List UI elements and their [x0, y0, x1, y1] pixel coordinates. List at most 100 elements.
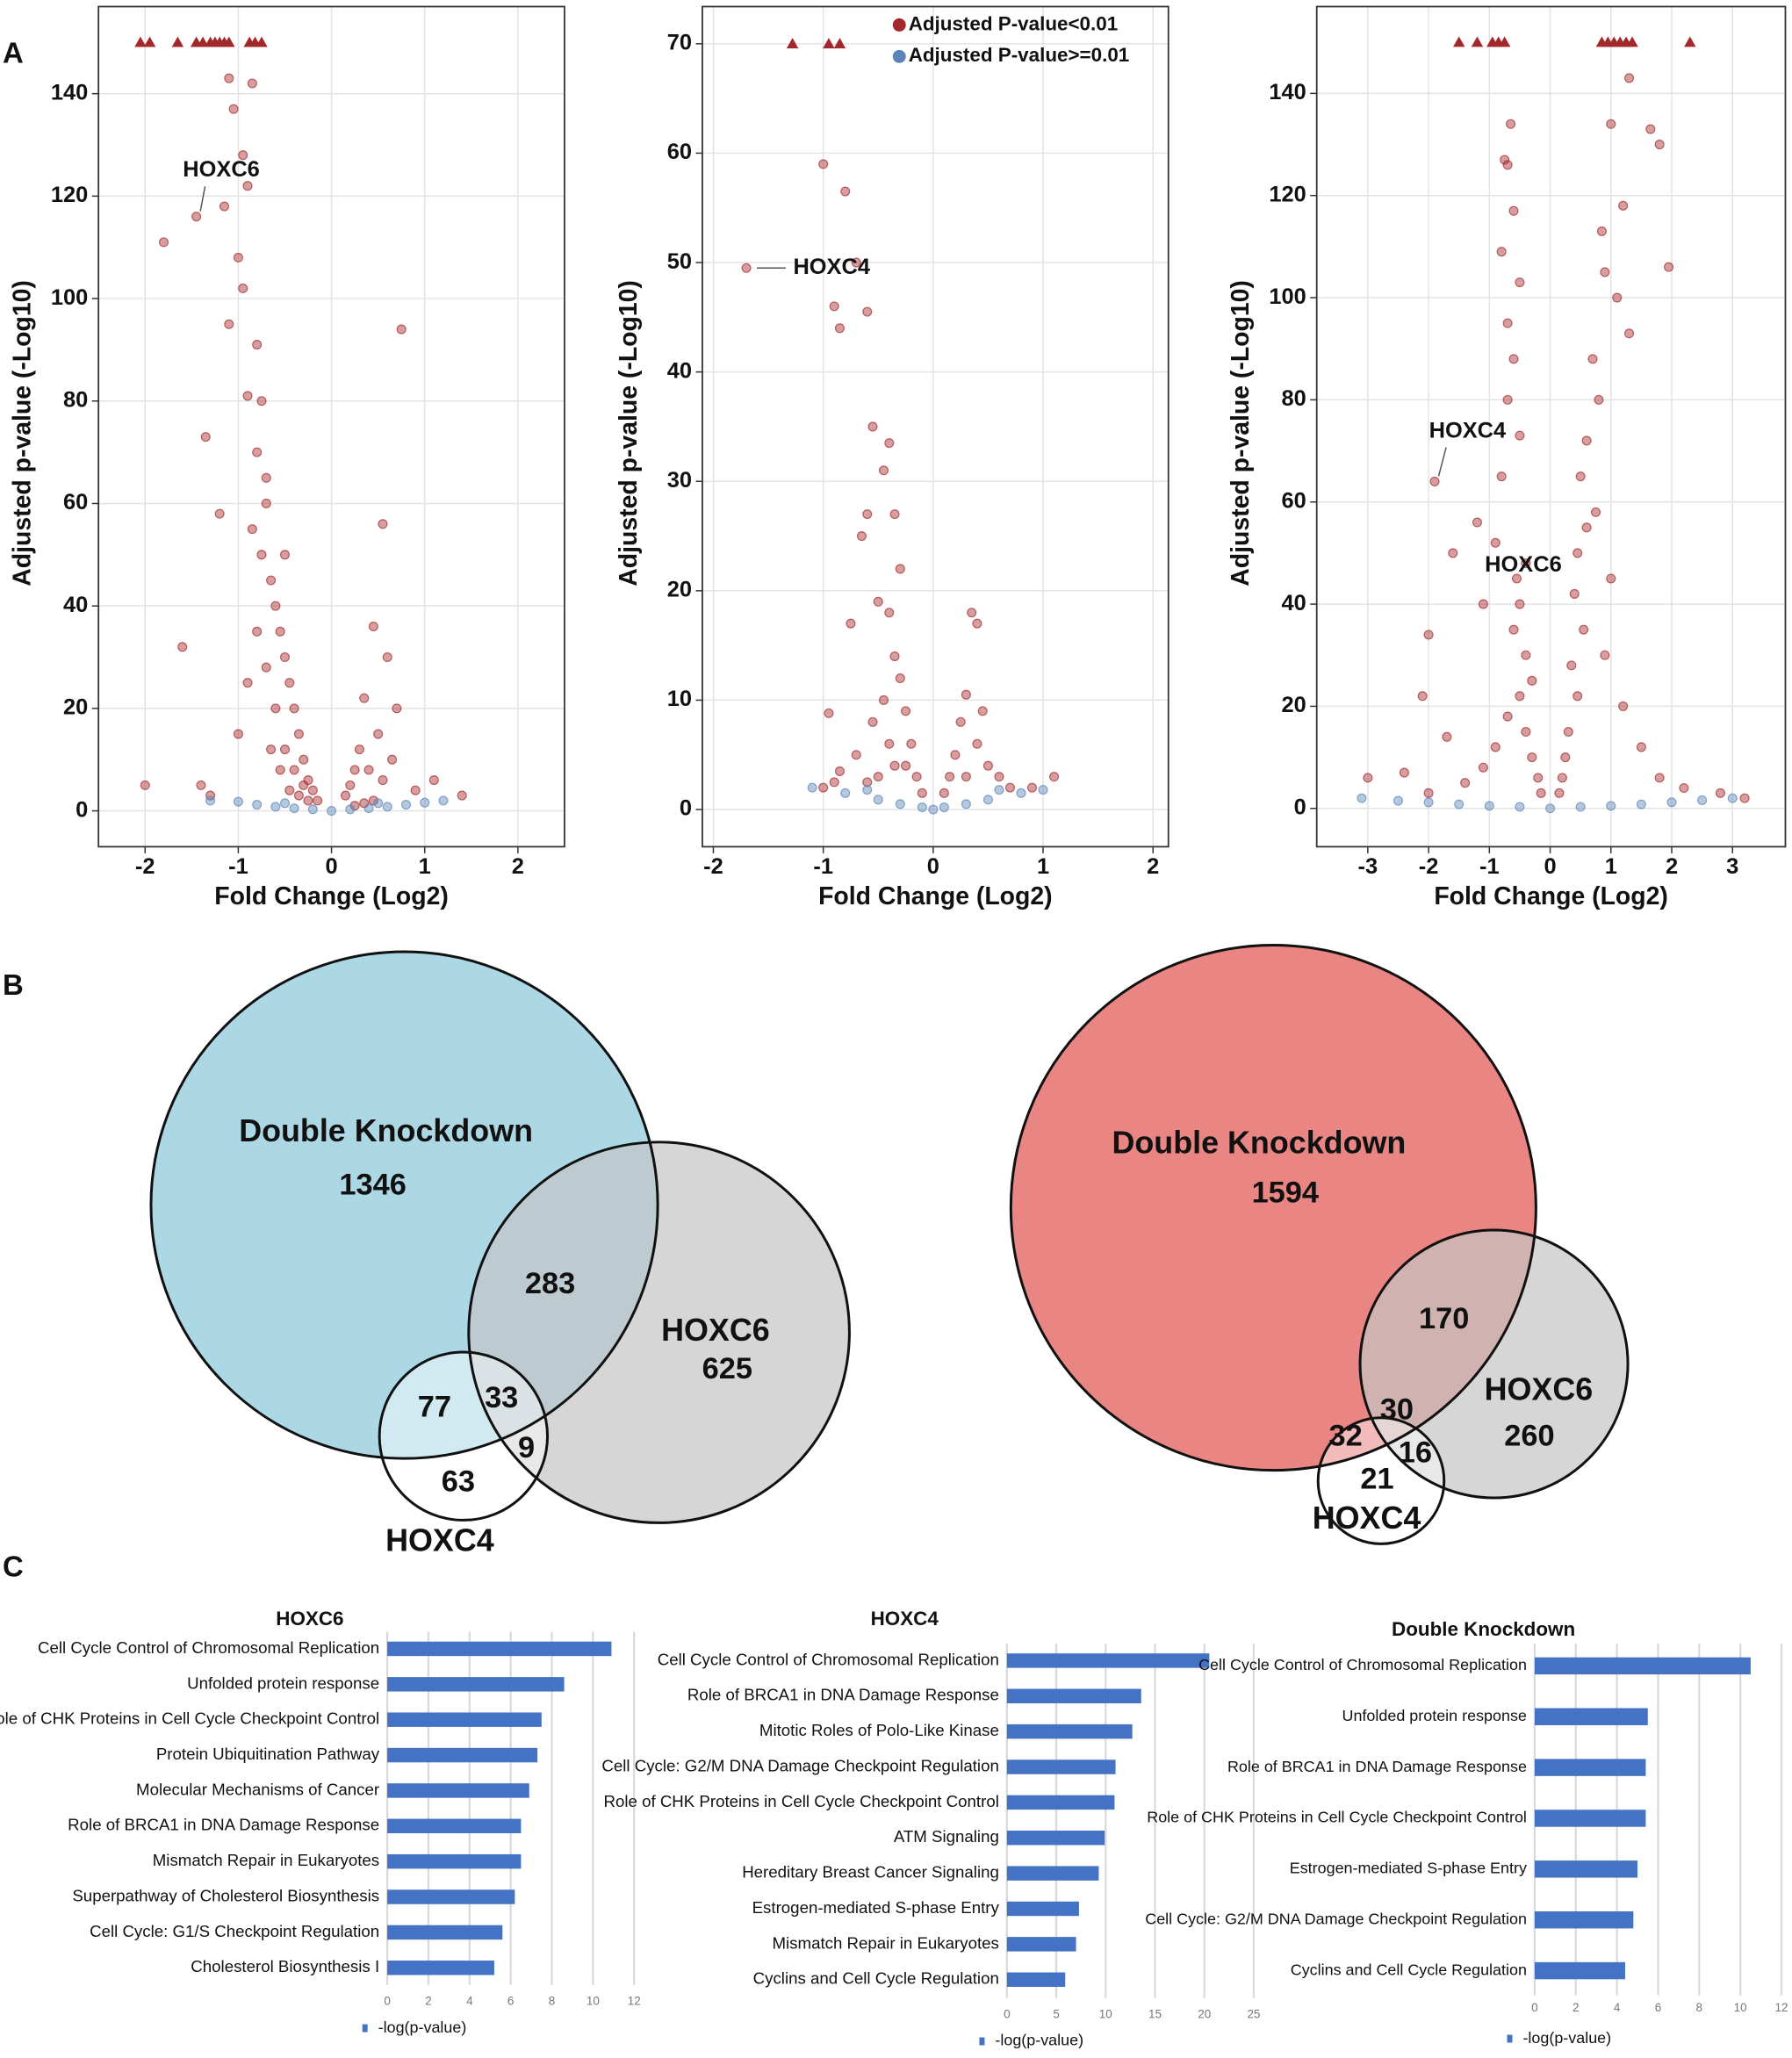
- venn-outline: [378, 1350, 550, 1522]
- capped-point: [1626, 36, 1638, 47]
- point: [247, 524, 257, 535]
- category-label: ATM Signaling: [894, 1827, 999, 1846]
- capped-point: [223, 36, 235, 47]
- plot-border: [702, 5, 1169, 848]
- venn-region-count: 21: [1360, 1463, 1393, 1496]
- point: [1496, 471, 1507, 482]
- point: [400, 800, 412, 810]
- point: [1654, 773, 1665, 783]
- point: [252, 447, 263, 457]
- point: [158, 237, 169, 248]
- point: [1038, 785, 1048, 795]
- point: [289, 703, 299, 714]
- point: [242, 181, 253, 191]
- point: [1508, 205, 1519, 216]
- point: [233, 252, 243, 263]
- point: [373, 729, 384, 739]
- x-tick-label: 1: [1037, 854, 1049, 879]
- capped-point: [143, 36, 156, 47]
- point: [1442, 731, 1452, 742]
- point: [873, 772, 883, 782]
- bar: [387, 1677, 565, 1692]
- point: [382, 802, 392, 812]
- point: [382, 651, 392, 663]
- point: [1727, 793, 1738, 803]
- point: [1575, 471, 1586, 482]
- point: [994, 772, 1004, 782]
- bar: [1534, 1910, 1634, 1929]
- point: [293, 790, 304, 801]
- bar: [387, 1747, 538, 1763]
- point: [1502, 160, 1513, 170]
- point: [945, 772, 955, 782]
- point: [807, 782, 817, 793]
- point: [392, 703, 402, 714]
- point: [289, 765, 299, 775]
- point: [340, 790, 351, 801]
- y-axis-title: Adjusted p-value (-Log10): [615, 280, 643, 586]
- point: [846, 618, 856, 629]
- capped-point: [1471, 36, 1484, 47]
- point: [1521, 650, 1531, 660]
- venn-region-count: 30: [1380, 1392, 1414, 1426]
- point: [856, 531, 867, 542]
- point: [252, 800, 263, 810]
- point: [1590, 507, 1601, 517]
- x-tick-label: 3: [1726, 854, 1738, 879]
- point: [299, 780, 309, 790]
- category-label: Mismatch Repair in Eukaryotes: [153, 1851, 379, 1869]
- point: [1666, 797, 1677, 808]
- x-tick-label: -3: [1358, 854, 1378, 879]
- point: [1579, 624, 1589, 635]
- point: [279, 651, 291, 663]
- venn-set-label: Double Knockdown: [239, 1113, 533, 1148]
- bar: [387, 1783, 529, 1798]
- point: [378, 775, 388, 786]
- x-axis-title: Fold Change (Log2): [1434, 882, 1668, 910]
- x-tick-label: -2: [135, 854, 155, 879]
- y-tick-label: 80: [63, 387, 88, 412]
- point: [410, 785, 421, 795]
- point: [270, 601, 281, 611]
- venn-region-count: 625: [702, 1352, 752, 1385]
- y-tick-label: 10: [667, 687, 692, 711]
- point: [363, 803, 374, 814]
- venn-set-label: Double Knockdown: [1112, 1125, 1407, 1160]
- point: [233, 796, 243, 807]
- x-tick-label: -1: [228, 854, 248, 879]
- point: [1484, 801, 1494, 811]
- x-tick-label: 6: [1655, 2001, 1661, 2014]
- point: [1423, 788, 1434, 798]
- point: [140, 780, 150, 790]
- bar: [1006, 1937, 1076, 1952]
- point: [977, 706, 988, 716]
- category-label: Mitotic Roles of Polo-Like Kinase: [759, 1721, 999, 1739]
- category-label: Unfolded protein response: [1342, 1707, 1527, 1724]
- point: [368, 621, 378, 632]
- point: [396, 324, 407, 335]
- point: [256, 550, 267, 560]
- point: [1496, 247, 1507, 257]
- venn-set-label: HOXC6: [661, 1313, 770, 1348]
- point: [252, 340, 263, 350]
- point: [219, 201, 230, 212]
- y-tick-label: 70: [667, 31, 692, 55]
- point: [972, 738, 982, 749]
- point: [1572, 691, 1583, 702]
- x-tick-label: 15: [1148, 2008, 1162, 2021]
- point: [840, 788, 851, 798]
- point: [1715, 788, 1725, 798]
- point: [967, 608, 977, 618]
- panel-label: C: [3, 1550, 24, 1582]
- category-label: Role of CHK Proteins in Cell Cycle Check…: [603, 1792, 998, 1810]
- point: [1490, 537, 1501, 548]
- x-tick-label: 0: [326, 854, 338, 879]
- venn-region-count: 260: [1504, 1419, 1554, 1452]
- point: [233, 729, 243, 739]
- bar: [1006, 1759, 1116, 1774]
- point: [1606, 573, 1616, 584]
- point: [1654, 140, 1665, 150]
- category-label: Estrogen-mediated S-phase Entry: [752, 1898, 1000, 1917]
- point: [1606, 801, 1616, 811]
- plot-frame: [1316, 6, 1786, 847]
